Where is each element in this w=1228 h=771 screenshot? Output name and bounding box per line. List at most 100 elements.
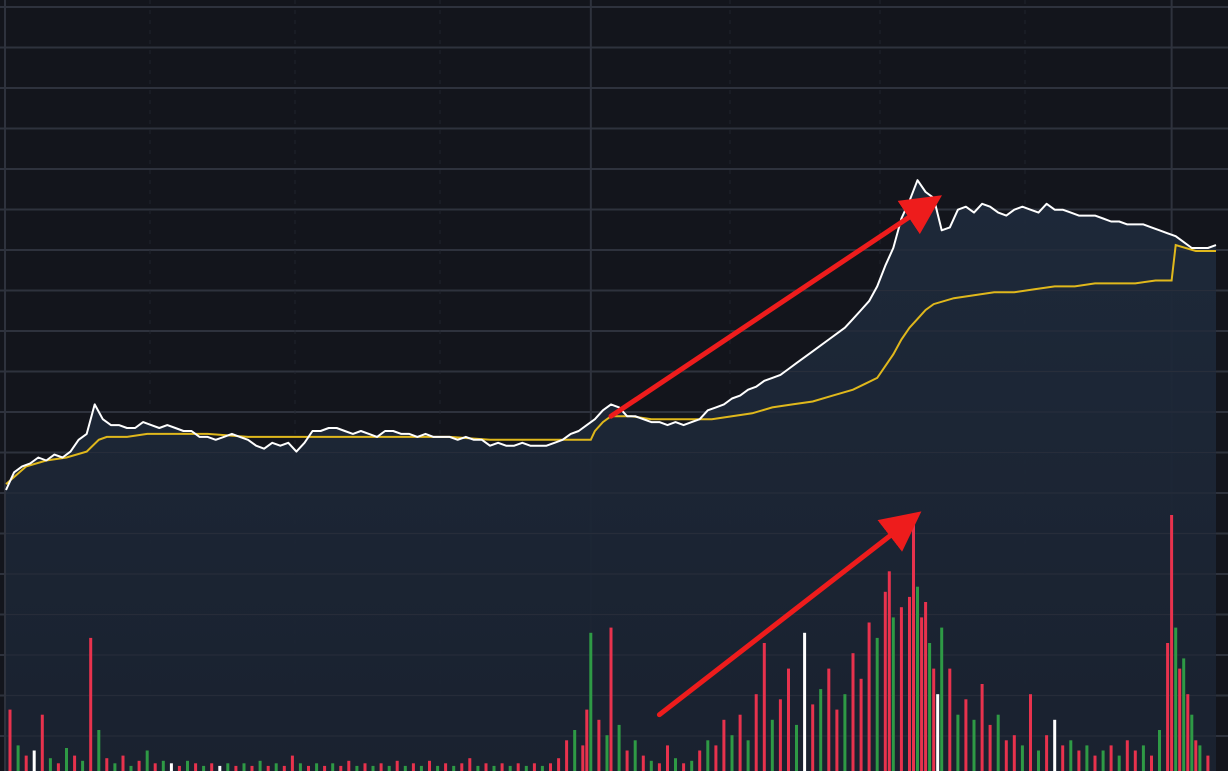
volume-bar — [565, 740, 569, 771]
volume-bar — [843, 694, 847, 771]
volume-bar — [1061, 745, 1065, 771]
volume-bar — [468, 758, 472, 771]
volume-bar — [1085, 745, 1089, 771]
volume-bar — [355, 765, 359, 771]
volume-bar — [762, 643, 766, 771]
volume-bar — [924, 602, 928, 771]
volume-bar — [883, 591, 887, 771]
volume-bar — [956, 714, 960, 771]
volume-bar — [1190, 714, 1194, 771]
volume-bar — [1206, 755, 1210, 771]
volume-bar — [811, 704, 815, 771]
volume-bar — [419, 765, 423, 771]
volume-bar — [1101, 750, 1105, 771]
volume-bar — [1037, 750, 1040, 771]
volume-bar — [649, 760, 653, 771]
volume-bar — [258, 760, 262, 771]
volume-bar — [1020, 745, 1024, 771]
volume-bar — [460, 763, 464, 771]
volume-bar — [202, 765, 206, 771]
volume-bar — [617, 724, 621, 771]
volume-bar — [787, 668, 790, 771]
volume-bar — [428, 760, 431, 771]
volume-bar — [682, 763, 686, 771]
volume-bar — [65, 748, 68, 771]
price-trend-arrow — [608, 195, 942, 419]
volume-bar — [153, 763, 157, 771]
volume-bar — [690, 760, 694, 771]
volume-bar — [940, 627, 944, 771]
volume-bar — [81, 760, 85, 771]
volume-bar — [500, 763, 504, 771]
volume-bar — [307, 765, 310, 771]
volume-bar — [218, 765, 222, 771]
volume-bar — [851, 653, 855, 771]
volume-bar — [194, 763, 198, 771]
volume-bar — [484, 763, 488, 771]
volume-bar — [234, 765, 238, 771]
volume-bar — [540, 765, 544, 771]
price-line — [5, 179, 1217, 491]
volume-bar — [706, 740, 710, 771]
volume-bar — [936, 694, 940, 771]
volume-bar — [859, 678, 863, 771]
volume-bar — [1077, 750, 1081, 771]
volume-bar — [169, 763, 173, 771]
volume-bar — [722, 719, 726, 771]
annotations — [608, 195, 942, 718]
volume-trend-arrow — [656, 511, 922, 718]
volume-bar — [161, 760, 165, 771]
volume-bar — [532, 763, 536, 771]
volume-bar — [1004, 740, 1008, 771]
volume-bar — [290, 755, 294, 771]
volume-bar — [1141, 745, 1145, 771]
volume-bar — [411, 763, 415, 771]
volume-bar — [56, 763, 60, 771]
volume-bar — [508, 765, 512, 771]
volume-bar — [524, 765, 528, 771]
volume-bar — [16, 745, 20, 771]
volume-bar — [73, 755, 77, 771]
volume-bar — [770, 719, 774, 771]
volume-bar — [625, 750, 629, 771]
volume-bar — [573, 730, 577, 771]
volume-bar — [1045, 735, 1049, 771]
volume-bar — [89, 637, 93, 771]
volume-bar — [698, 750, 702, 771]
volume-bar — [476, 765, 480, 771]
price-area — [0, 6, 1228, 771]
volume-bar — [891, 617, 895, 771]
volume-bar — [633, 740, 637, 771]
volume-bar — [371, 765, 375, 771]
volume-bar — [315, 763, 319, 771]
volume-bar — [988, 724, 992, 771]
volume-bar — [32, 750, 36, 771]
volume-bar — [266, 765, 270, 771]
volume-bar — [754, 694, 758, 771]
volume-bar — [137, 760, 141, 771]
volume-bar — [549, 763, 552, 771]
volume-bar — [1093, 755, 1097, 771]
volume-bar — [585, 709, 589, 771]
volume-bar — [589, 632, 593, 771]
volume-bar — [835, 709, 839, 771]
volume-bar — [339, 765, 343, 771]
volume-bar — [1133, 750, 1137, 771]
volume-bar — [605, 735, 609, 771]
volume-bar — [1109, 745, 1113, 771]
volume-bar — [516, 763, 520, 771]
volume-bar — [1174, 627, 1178, 771]
volume-bar — [803, 632, 807, 771]
volume-bar — [899, 607, 903, 771]
volume-bar — [226, 763, 230, 771]
volume-bar — [674, 758, 677, 771]
volume-bar — [379, 763, 383, 771]
volume-bars — [8, 515, 1210, 771]
volume-bar — [1194, 740, 1198, 771]
volume-bar — [395, 760, 399, 771]
volume-bar — [363, 763, 367, 771]
volume-bar — [1170, 515, 1174, 771]
volume-bar — [778, 699, 782, 771]
volume-bar — [1029, 694, 1032, 771]
